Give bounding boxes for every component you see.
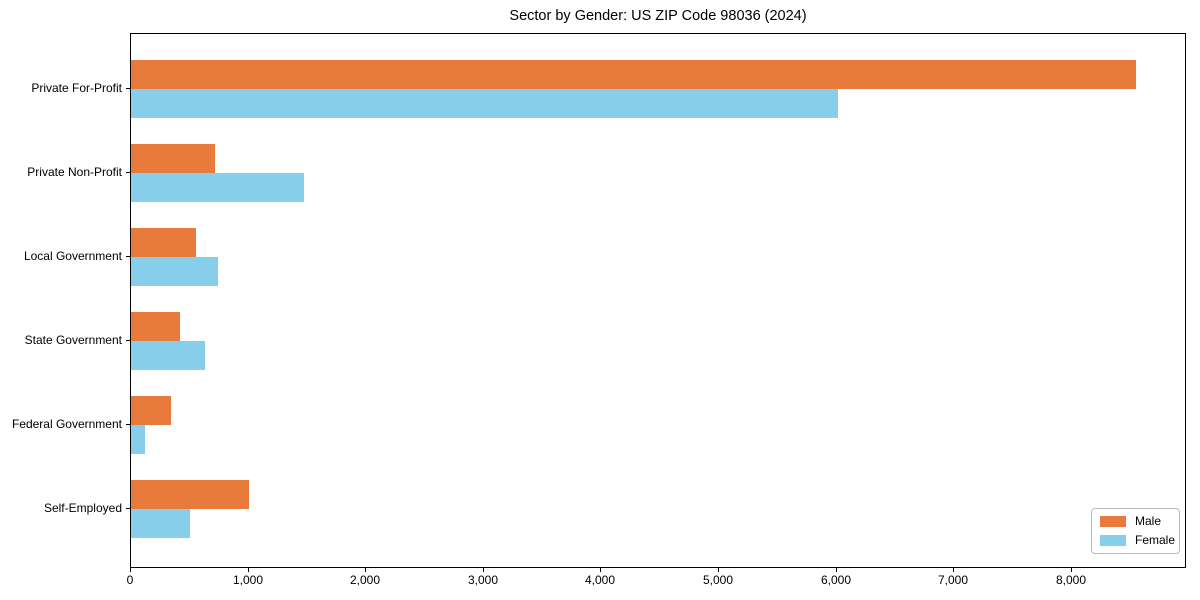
y-tick-state-government [126,340,130,341]
bar-female-self-employed [131,509,190,538]
x-tick-label-1000: 1,000 [232,573,264,587]
bar-male-federal-government [131,396,171,425]
bar-female-private-non-profit [131,173,304,202]
x-tick-4000 [600,568,601,572]
legend-label-male: Male [1135,514,1162,528]
y-tick-label-federal-government: Federal Government [11,417,122,431]
y-tick-self-employed [126,508,130,509]
x-tick-7000 [953,568,954,572]
bar-female-state-government [131,341,205,370]
x-tick-label-6000: 6,000 [820,573,852,587]
x-tick-label-0: 0 [126,573,134,587]
legend-swatch-female [1100,535,1126,546]
y-tick-label-private-non-profit: Private Non-Profit [27,165,122,179]
y-tick-federal-government [126,424,130,425]
x-tick-label-5000: 5,000 [702,573,734,587]
chart-title: Sector by Gender: US ZIP Code 98036 (202… [509,8,807,24]
bar-male-private-for-profit [131,60,1136,89]
x-tick-label-4000: 4,000 [584,573,616,587]
y-tick-label-state-government: State Government [24,333,122,347]
legend-swatch-male [1100,516,1126,527]
x-tick-1000 [248,568,249,572]
y-tick-private-non-profit [126,172,130,173]
x-tick-label-8000: 8,000 [1055,573,1087,587]
y-tick-private-for-profit [126,88,130,89]
x-tick-3000 [483,568,484,572]
bar-male-private-non-profit [131,144,215,173]
x-tick-label-2000: 2,000 [349,573,381,587]
x-tick-0 [130,568,131,572]
legend: Male Female [1091,508,1180,554]
bar-male-state-government [131,312,180,341]
bar-female-local-government [131,257,218,286]
y-tick-label-private-for-profit: Private For-Profit [31,81,122,95]
x-tick-2000 [365,568,366,572]
x-tick-5000 [718,568,719,572]
bar-female-private-for-profit [131,89,838,118]
plot-area [130,33,1186,568]
legend-item-female: Female [1100,534,1175,547]
x-tick-label-3000: 3,000 [467,573,499,587]
legend-item-male: Male [1100,515,1171,528]
x-tick-label-7000: 7,000 [937,573,969,587]
bar-female-federal-government [131,425,145,454]
y-tick-local-government [126,256,130,257]
bar-male-local-government [131,228,196,257]
y-tick-label-self-employed: Self-Employed [43,501,122,515]
y-tick-label-local-government: Local Government [23,249,122,263]
bar-male-self-employed [131,480,249,509]
x-tick-6000 [836,568,837,572]
legend-label-female: Female [1135,533,1176,547]
x-tick-8000 [1071,568,1072,572]
